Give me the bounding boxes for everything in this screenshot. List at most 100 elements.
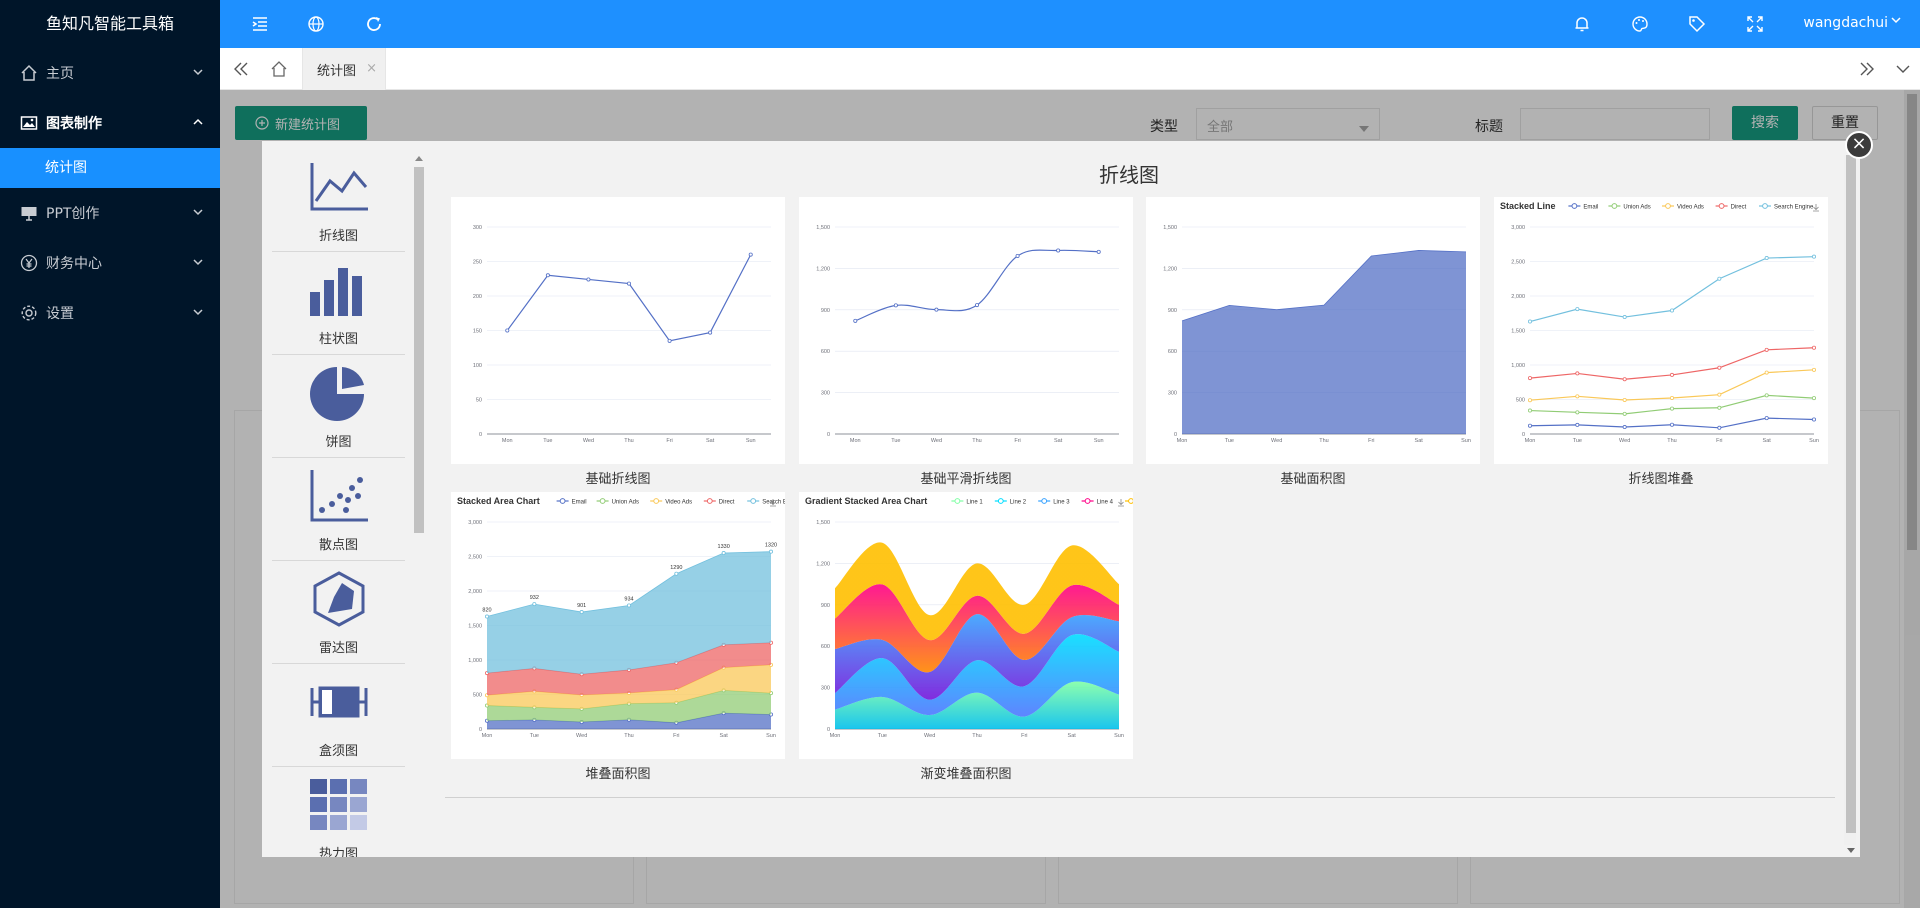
template-card[interactable]: 0 50 100 150 200 250 300 Mon Tue Wed Thu Fri Sat Sun …: [451, 197, 785, 487]
title-input[interactable]: [1520, 108, 1710, 140]
chart-type-heatmap[interactable]: 热力图: [272, 767, 405, 857]
title-label: 标题: [1475, 119, 1503, 135]
template-caption: 基础折线图: [585, 472, 651, 487]
sidebar-item-settings[interactable]: 设置: [0, 288, 220, 338]
tag-icon[interactable]: [1687, 14, 1707, 34]
sidebar-item-label: PPT创作: [46, 206, 100, 222]
chart-type-scatter[interactable]: 散点图: [272, 458, 405, 561]
x-tick-label: Tue: [543, 438, 552, 444]
data-point: [1669, 406, 1674, 411]
fullscreen-icon[interactable]: [1745, 14, 1765, 34]
chart-type-label: 散点图: [318, 538, 358, 553]
y-tick-label: 900: [821, 308, 830, 314]
x-tick-label: Mon: [850, 438, 861, 444]
template-card[interactable]: Stacked Area Chart Email Union Ads Video Ad…: [451, 492, 785, 782]
bell-icon[interactable]: [1572, 14, 1592, 34]
palette-icon[interactable]: [1630, 14, 1650, 34]
sidebar-item-ppt[interactable]: PPT创作: [0, 188, 220, 238]
tab-stats-chart[interactable]: 统计图 ×: [302, 48, 386, 90]
app-logo-title: 鱼知凡智能工具箱: [45, 14, 174, 33]
data-point: [1764, 347, 1769, 352]
pie-chart-icon: [309, 367, 364, 421]
template-card[interactable]: Stacked Line Email Union Ads Video Ads Direc…: [1494, 197, 1828, 487]
page-scrollbar[interactable]: [1904, 90, 1920, 908]
data-point: [586, 277, 591, 282]
chevron-down-icon[interactable]: [1890, 14, 1902, 30]
user-name[interactable]: wangdachui: [1803, 15, 1888, 31]
data-point: [708, 330, 713, 335]
data-point: [1015, 253, 1020, 258]
template-card[interactable]: 0 300 600 900 1,200 1,500 Mon Tue Wed Thu Fri Sat Su…: [799, 197, 1133, 487]
series-line: [506, 254, 752, 342]
series-area: [487, 664, 771, 709]
x-tick-label: Mon: [1525, 438, 1536, 444]
globe-icon[interactable]: [306, 14, 326, 34]
data-point: [1764, 370, 1769, 375]
y-tick-label: 300: [1168, 391, 1177, 397]
chart-type-radar[interactable]: 雷达图: [272, 561, 405, 664]
double-chevron-left-icon[interactable]: [232, 60, 250, 78]
sidebar-item-home[interactable]: 主页: [0, 48, 220, 98]
data-point: [1575, 394, 1580, 399]
tab-close-icon[interactable]: ×: [366, 61, 377, 76]
legend-label: Email: [1583, 205, 1598, 211]
sidebar-subitem-stats-chart[interactable]: 统计图: [0, 148, 220, 188]
double-chevron-right-icon[interactable]: [1858, 60, 1876, 78]
scroll-down-arrow-icon[interactable]: [1845, 846, 1857, 856]
data-point: [1811, 345, 1816, 350]
x-tick-label: Sat: [720, 733, 729, 739]
y-tick-label: 300: [821, 391, 830, 397]
chart-type-scrollbar-thumb[interactable]: [414, 167, 424, 533]
x-tick-label: Sat: [1068, 733, 1077, 739]
new-chart-button[interactable]: 新建统计图: [235, 106, 367, 140]
legend-label: Direct: [1731, 205, 1747, 211]
data-point: [674, 571, 679, 576]
modal-close-button[interactable]: ×: [1845, 131, 1873, 159]
new-chart-label: 新建统计图: [275, 117, 341, 133]
series-area: [835, 634, 1119, 717]
template-preview: 0 300 600 900 1,200 1,500 Mon Tue Wed Thu Fri Sat Su…: [799, 197, 1133, 464]
modal-title: 折线图: [1099, 163, 1159, 187]
type-select[interactable]: 全部: [1196, 108, 1380, 140]
data-point: [545, 273, 550, 278]
chart-type-scrollbar[interactable]: [412, 153, 424, 853]
chevron-down-icon: [192, 306, 204, 322]
legend-label: Union Ads: [1623, 205, 1650, 211]
template-card[interactable]: Gradient Stacked Area Chart Line 1 Line 2 L…: [799, 492, 1133, 782]
chart-type-pie[interactable]: 饼图: [272, 355, 405, 458]
home-icon[interactable]: [270, 60, 288, 78]
refresh-icon[interactable]: [364, 14, 384, 34]
y-tick-label: 100: [473, 363, 482, 369]
data-point: [1811, 254, 1816, 259]
x-tick-label: Wed: [924, 733, 935, 739]
template-card[interactable]: 0 300 600 900 1,200 1,500 Mon Tue Wed Thu Fri Sat Su…: [1146, 197, 1480, 487]
chart-type-label: 饼图: [325, 435, 352, 450]
chevron-down-icon[interactable]: [1894, 60, 1912, 78]
x-tick-label: Sat: [1763, 438, 1772, 444]
sidebar-item-charts[interactable]: 图表制作: [0, 98, 220, 148]
chart-type-bar[interactable]: 柱状图: [272, 252, 405, 355]
data-point: [1622, 315, 1627, 320]
sidebar-item-label: 图表制作: [46, 116, 102, 132]
y-tick-label: 150: [473, 329, 482, 335]
sidebar-item-finance[interactable]: 财务中心: [0, 238, 220, 288]
chart-type-boxplot[interactable]: 盒须图: [272, 664, 405, 767]
data-point: [1811, 417, 1816, 422]
chart-type-line[interactable]: 折线图: [272, 149, 405, 252]
y-tick-label: 200: [473, 294, 482, 300]
y-tick-label: 600: [821, 349, 830, 355]
legend-label: Line 3: [1053, 500, 1070, 506]
x-tick-label: Mon: [1177, 438, 1188, 444]
modal-scrollbar-thumb[interactable]: [1846, 155, 1856, 833]
chevron-down-icon: [192, 206, 204, 222]
data-point: [1528, 376, 1533, 381]
search-button[interactable]: 搜索: [1732, 106, 1798, 140]
chevron-up-icon: [192, 116, 204, 132]
page-scrollbar-thumb[interactable]: [1907, 94, 1917, 550]
data-point: [1056, 248, 1061, 253]
x-tick-label: Thu: [624, 438, 633, 444]
menu-fold-icon[interactable]: [250, 14, 270, 34]
data-label: 820: [482, 608, 491, 614]
legend-marker: [599, 498, 606, 504]
chart-title: Stacked Area Chart: [457, 496, 540, 506]
